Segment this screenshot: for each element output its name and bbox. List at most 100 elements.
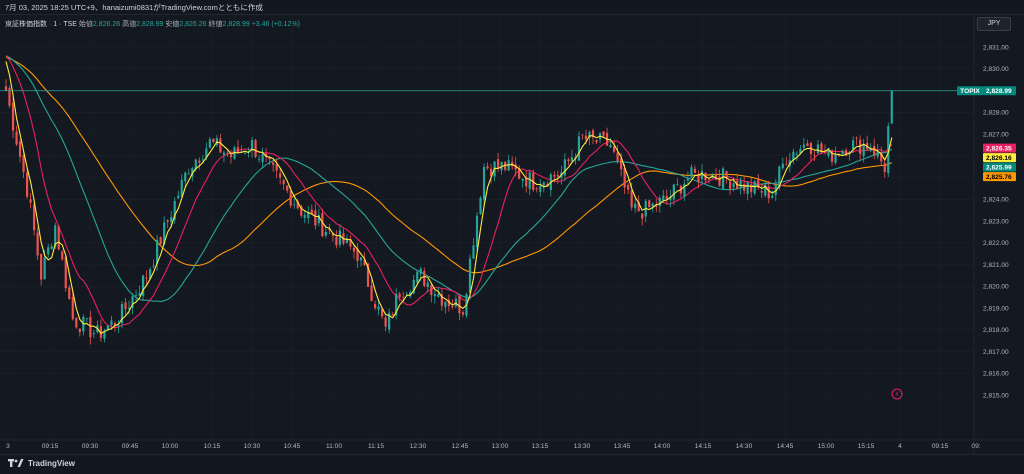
candle-body <box>500 161 503 171</box>
price-tag: 2,826.35 <box>983 143 1016 153</box>
candle-body <box>419 268 422 274</box>
time-tick-label: 13:45 <box>614 443 631 450</box>
candle-body <box>145 277 148 279</box>
candle-body <box>714 174 718 179</box>
candle-body <box>581 134 584 136</box>
candle-body <box>279 173 282 178</box>
candle-body <box>402 296 405 298</box>
candle-body <box>556 175 559 177</box>
ma-fast-line <box>5 61 893 334</box>
candle-body <box>40 253 43 280</box>
candle-body <box>198 160 201 163</box>
symbol-name[interactable]: 東証株価指数 · 1 · TSE <box>5 21 77 28</box>
candle-body <box>170 217 173 222</box>
time-axis[interactable]: 3 09:15 09:30 09:45 10:00 10:15 10:30 10:45 11:0… <box>0 439 1024 450</box>
candle-body <box>458 296 461 314</box>
time-tick-label: 13:15 <box>532 443 549 450</box>
time-tick-label: 14:45 <box>777 443 794 450</box>
open-value: 2,826.26 <box>92 21 121 28</box>
candle-body <box>177 195 180 199</box>
candle-body <box>802 144 806 148</box>
candle-body <box>584 135 588 140</box>
candle-body <box>612 146 616 152</box>
time-tick-label: 4 <box>898 443 902 450</box>
candle-body <box>454 298 458 307</box>
price-tag-label: 2,826.35 <box>986 145 1012 152</box>
time-tick-label: 12:45 <box>452 443 469 450</box>
candle-body <box>750 184 753 193</box>
time-tick-label: 14:00 <box>654 443 671 450</box>
candle-body <box>265 153 268 157</box>
candle-body <box>222 152 226 155</box>
candle-body <box>753 181 756 194</box>
symbol-tag: TOPIX <box>957 86 983 96</box>
lightning-icon[interactable]: ⚡ <box>891 388 903 400</box>
candle-body <box>437 293 440 297</box>
candle-body <box>771 195 774 198</box>
price-tag-bg <box>983 153 1016 163</box>
currency-button[interactable]: JPY <box>977 17 1011 31</box>
symbol-tag-bg <box>957 86 983 96</box>
candle-body <box>366 263 370 287</box>
price-tag-label: 2,825.76 <box>986 174 1012 181</box>
candle-body <box>272 162 275 165</box>
candle-body <box>141 275 145 296</box>
candle-body <box>732 183 735 188</box>
candle-body <box>289 191 292 206</box>
candle-body <box>405 293 408 295</box>
candle-body <box>388 312 391 330</box>
candle-body <box>208 139 211 148</box>
price-tick-label: 2,818.00 <box>983 327 1009 334</box>
price-tick-label: 2,824.00 <box>983 197 1009 204</box>
candle-body <box>683 183 686 197</box>
candle-body <box>873 145 876 156</box>
candle-body <box>254 140 257 157</box>
candlesticks <box>4 79 893 345</box>
candle-body <box>570 157 574 162</box>
candle-body <box>257 158 261 160</box>
price-chart[interactable]: 2,831.002,830.002,829.002,828.002,827.00… <box>0 14 1024 454</box>
candle-body <box>693 168 697 173</box>
time-tick-label: 09: <box>971 443 980 450</box>
candle-body <box>806 143 809 147</box>
candle-body <box>226 152 229 154</box>
close-label: 終値 <box>208 21 223 28</box>
price-axis[interactable]: 2,831.002,830.002,829.002,828.002,827.00… <box>973 14 1009 454</box>
candle-body <box>173 200 176 220</box>
candle-body <box>11 102 15 131</box>
time-tick-label: 12:30 <box>410 443 427 450</box>
candle-body <box>602 131 605 136</box>
candle-body <box>728 181 732 189</box>
candle-body <box>662 195 665 201</box>
price-tag: 2,825.99 <box>983 162 1016 172</box>
candle-body <box>296 201 299 209</box>
candle-body <box>236 147 240 154</box>
brand-logo[interactable]: TradingView <box>8 458 75 468</box>
candle-body <box>152 265 155 267</box>
candle-body <box>117 325 120 327</box>
candle-body <box>528 172 531 189</box>
chart-pane[interactable] <box>0 14 1024 454</box>
candle-body <box>201 159 204 161</box>
time-tick-label: 10:45 <box>284 443 301 450</box>
candle-body <box>159 237 162 245</box>
candle-body <box>676 184 679 185</box>
candle-body <box>275 164 278 171</box>
candle-body <box>293 204 296 206</box>
price-tag: 2,826.16 <box>983 153 1016 163</box>
candle-body <box>697 174 700 183</box>
top-caption-bar: 7月 03, 2025 18:25 UTC+9、hanaizumi0831がTr… <box>0 0 1024 14</box>
time-tick-label: 15:15 <box>858 443 875 450</box>
candle-body <box>268 156 271 160</box>
candle-body <box>588 132 591 138</box>
candle-body <box>830 150 834 162</box>
candle-body <box>521 178 524 181</box>
candle-body <box>282 180 285 185</box>
candle-body <box>525 177 528 187</box>
candle-body <box>324 231 327 236</box>
candle-body <box>630 190 633 208</box>
candle-body <box>345 238 349 243</box>
candle-body <box>4 86 8 91</box>
candle-body <box>328 229 331 231</box>
candle-body <box>816 144 820 154</box>
